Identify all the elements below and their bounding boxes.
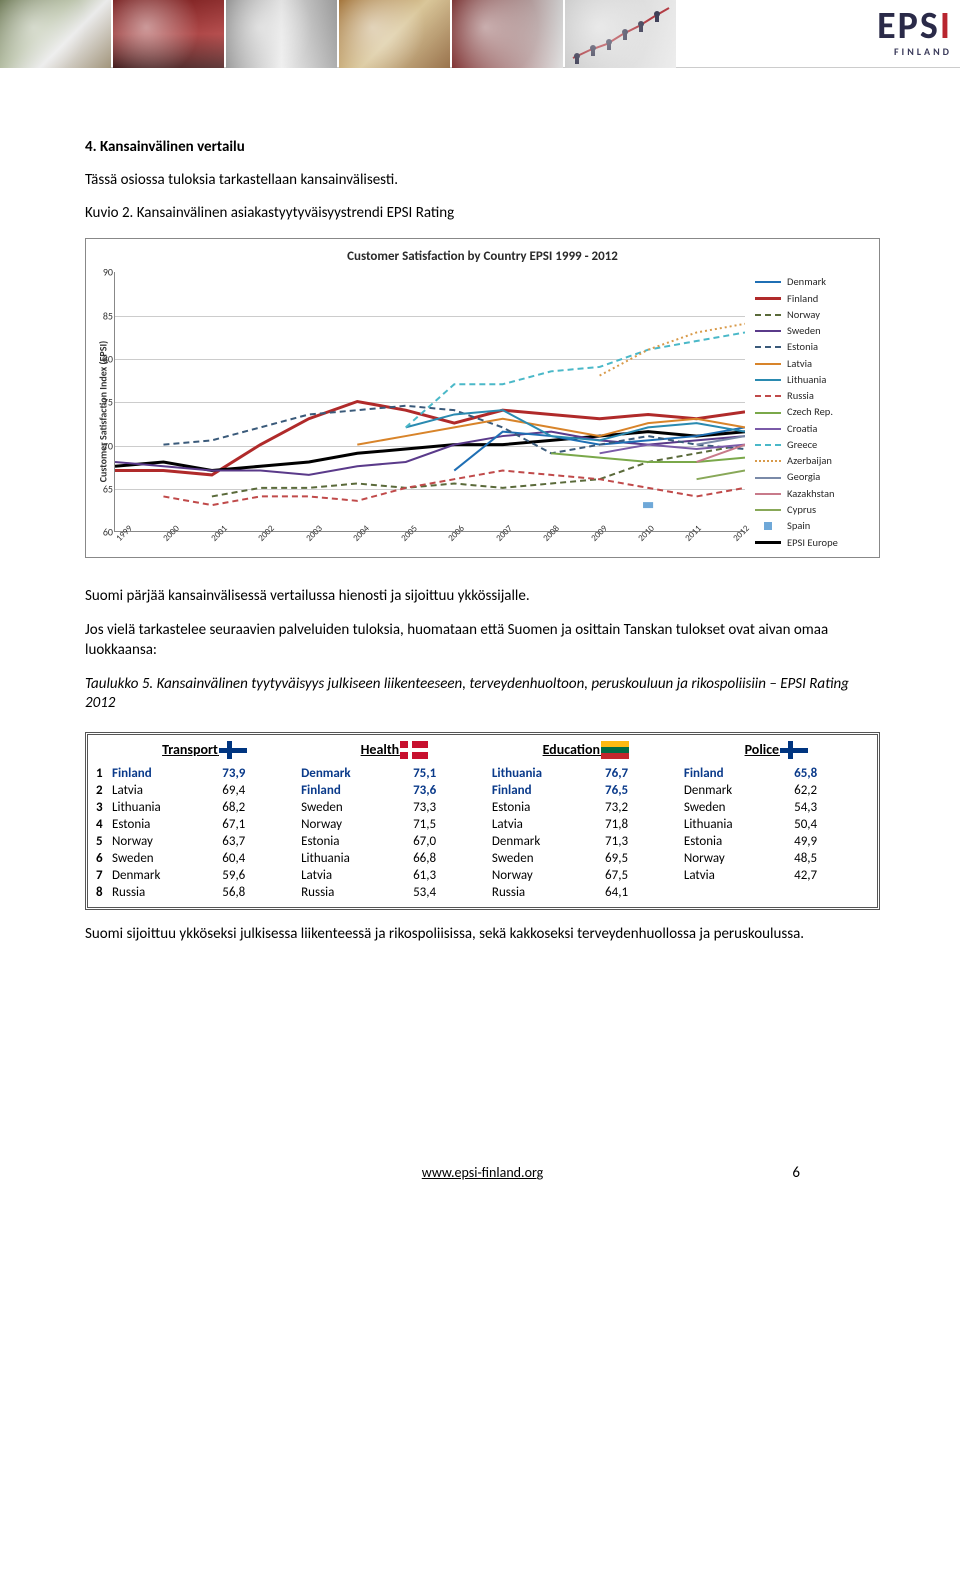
chart-yticks: 60657075808590 [87, 272, 113, 531]
legend-item: Kazakhstan [755, 486, 873, 502]
table-row: 5Norway63,7Estonia67,0Denmark71,3Estonia… [94, 833, 871, 850]
paragraph: Jos vielä tarkastelee seuraavien palvelu… [85, 620, 880, 661]
table-row: 8Russia56,8Russia53,4Russia64,1 [94, 884, 871, 901]
paragraph: Suomi pärjää kansainvälisessä vertailuss… [85, 586, 880, 606]
flag-icon [601, 741, 629, 759]
table-row: 6Sweden60,4Lithuania66,8Sweden69,5Norway… [94, 850, 871, 867]
legend-item: Norway [755, 307, 873, 323]
flag-icon [400, 741, 428, 759]
legend-item: Croatia [755, 421, 873, 437]
chart-title: Customer Satisfaction by Country EPSI 19… [92, 249, 873, 264]
legend-item: Greece [755, 437, 873, 453]
section-heading: 4. Kansainvälinen vertailu [85, 138, 880, 156]
figure-caption: Kuvio 2. Kansainvälinen asiakastyytyväis… [85, 204, 880, 222]
table-caption: Taulukko 5. Kansainvälinen tyytyväisyys … [85, 675, 880, 714]
flag-icon [780, 741, 808, 759]
banner-thumb [113, 0, 224, 68]
ranking-table: Transport Health Education Police 1Finla… [85, 732, 880, 911]
banner-thumb [0, 0, 111, 68]
legend-item: Estonia [755, 339, 873, 355]
chart-legend: DenmarkFinlandNorwaySwedenEstoniaLatviaL… [745, 272, 873, 551]
banner-thumb [452, 0, 563, 68]
rank-header: Education [490, 739, 682, 766]
footer-link[interactable]: www.epsi-finland.org [422, 1164, 543, 1181]
table-row: 7Denmark59,6Latvia61,3Norway67,5Latvia42… [94, 867, 871, 884]
satisfaction-chart: Customer Satisfaction by Country EPSI 19… [85, 238, 880, 558]
header-banner: EPSI FINLAND [0, 0, 960, 68]
legend-item: Lithuania [755, 372, 873, 388]
legend-item: Denmark [755, 274, 873, 290]
intro-paragraph: Tässä osiossa tuloksia tarkastellaan kan… [85, 170, 880, 190]
chart-plot-area: 60657075808590 [114, 272, 745, 532]
banner-thumb [565, 0, 676, 68]
epsi-logo: EPSI FINLAND [678, 0, 960, 67]
table-row: 3Lithuania68,2Sweden73,3Estonia73,2Swede… [94, 799, 871, 816]
rank-header: Transport [110, 739, 299, 766]
legend-item: Cyprus [755, 502, 873, 518]
logo-text: EPS [877, 3, 940, 49]
closing-paragraph: Suomi sijoittuu ykköseksi julkisessa lii… [85, 924, 880, 944]
table-row: 1Finland73,9Denmark75,1Lithuania76,7Finl… [94, 765, 871, 782]
legend-item: Spain [755, 518, 873, 534]
legend-item: Azerbaijan [755, 453, 873, 469]
rank-header: Police [682, 739, 871, 766]
legend-item: EPSI Europe [755, 535, 873, 551]
banner-thumb [339, 0, 450, 68]
logo-subtext: FINLAND [894, 45, 952, 58]
table-row: 4Estonia67,1Norway71,5Latvia71,8Lithuani… [94, 816, 871, 833]
logo-text-red: I [940, 3, 952, 49]
legend-item: Latvia [755, 356, 873, 372]
page-number: 6 [792, 1164, 800, 1182]
legend-item: Finland [755, 291, 873, 307]
legend-item: Georgia [755, 469, 873, 485]
flag-icon [219, 741, 247, 759]
table-row: 2Latvia69,4Finland73,6Finland76,5Denmark… [94, 782, 871, 799]
banner-thumb [226, 0, 337, 68]
page-footer: www.epsi-finland.org 6 [85, 1164, 880, 1181]
legend-item: Sweden [755, 323, 873, 339]
legend-item: Czech Rep. [755, 404, 873, 420]
chart-xticks: 1999200020012002200320042005200620072008… [114, 532, 745, 547]
legend-item: Russia [755, 388, 873, 404]
rank-header: Health [299, 739, 490, 766]
